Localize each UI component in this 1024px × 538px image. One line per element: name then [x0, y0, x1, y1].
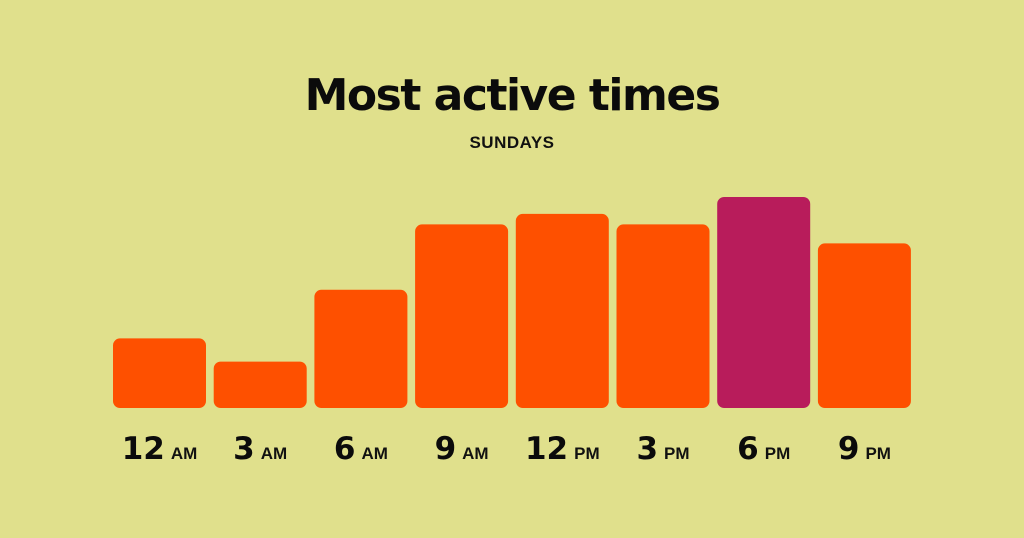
- tick-hour: 12: [525, 431, 568, 467]
- tick-period: AM: [361, 444, 387, 463]
- tick-hour: 3: [233, 431, 255, 467]
- x-tick-label: 12 AM: [122, 431, 198, 467]
- x-tick-label: 12 PM: [525, 431, 600, 467]
- tick-hour: 3: [636, 431, 658, 467]
- tick-period: PM: [765, 444, 791, 463]
- tick-hour: 6: [334, 431, 356, 467]
- tick-period: AM: [171, 444, 197, 463]
- tick-period: PM: [865, 444, 891, 463]
- bar-9am: [415, 224, 509, 408]
- x-tick-label: 6 PM: [737, 431, 790, 467]
- tick-hour: 12: [122, 431, 165, 467]
- tick-period: PM: [574, 444, 600, 463]
- x-tick-label: 9 PM: [838, 431, 891, 467]
- tick-period: AM: [261, 444, 287, 463]
- x-tick-label: 9 AM: [435, 431, 489, 467]
- bar-3am: [213, 361, 307, 408]
- tick-period: PM: [664, 444, 690, 463]
- tick-hour: 6: [737, 431, 759, 467]
- x-tick-label: 3 PM: [636, 431, 689, 467]
- bar-6am: [314, 289, 408, 408]
- x-tick-label: 3 AM: [233, 431, 287, 467]
- chart-subtitle: SUNDAYS: [469, 133, 555, 152]
- bar-3pm: [616, 224, 710, 408]
- bar-12am: [113, 338, 206, 408]
- bar-9pm: [817, 243, 911, 408]
- bar-6pm: [717, 197, 811, 408]
- bars-group: [113, 197, 911, 408]
- x-tick-labels: 12 AM 3 AM 6 AM 9 AM 12 PM 3 PM 6 PM 9 PM: [122, 431, 891, 467]
- x-tick-label: 6 AM: [334, 431, 388, 467]
- tick-hour: 9: [838, 431, 860, 467]
- chart-title: Most active times: [304, 70, 721, 121]
- tick-period: AM: [462, 444, 488, 463]
- tick-hour: 9: [435, 431, 457, 467]
- bar-12pm: [515, 213, 609, 408]
